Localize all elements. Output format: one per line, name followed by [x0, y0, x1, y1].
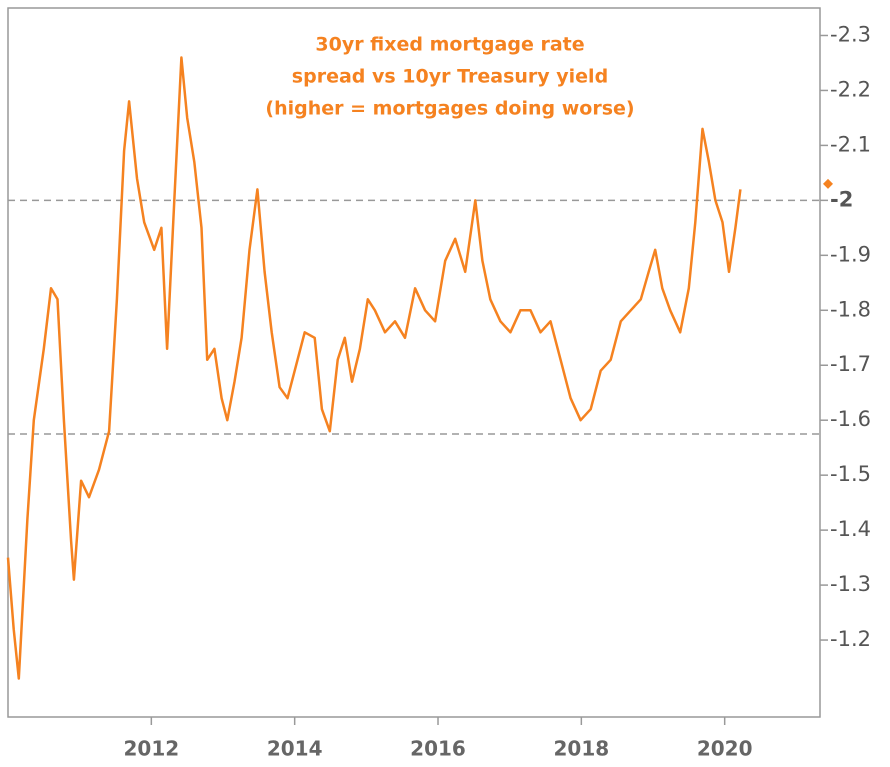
y-tick-label: -2.1	[830, 132, 871, 156]
x-tick-label: 2014	[267, 737, 323, 761]
y-tick-label: -1.5	[830, 462, 871, 486]
y-tick-label: -1.9	[830, 242, 871, 266]
y-tick-label: -1.7	[830, 352, 871, 376]
x-tick-label: 2018	[554, 737, 610, 761]
y-tick-label: -1.3	[830, 572, 871, 596]
data-line	[6, 56, 742, 680]
y-tick-label: -2.3	[830, 22, 871, 46]
y-tick-label: -1.2	[830, 627, 871, 651]
y-tick-label: -2	[830, 187, 853, 211]
x-tick-label: 2012	[124, 737, 180, 761]
y-tick-label: -2.2	[830, 77, 871, 101]
y-tick-label: -1.4	[830, 517, 871, 541]
plot-frame	[7, 7, 821, 718]
last-value-marker	[823, 178, 833, 189]
x-tick-label: 2020	[697, 737, 753, 761]
chart-title: spread vs 10yr Treasury yield	[292, 66, 608, 88]
chart-title: 30yr fixed mortgage rate	[315, 34, 584, 56]
chart-title: (higher = mortgages doing worse)	[265, 98, 634, 120]
x-tick-label: 2016	[410, 737, 466, 761]
y-tick-label: -1.8	[830, 297, 871, 321]
y-tick-label: -1.6	[830, 407, 871, 431]
